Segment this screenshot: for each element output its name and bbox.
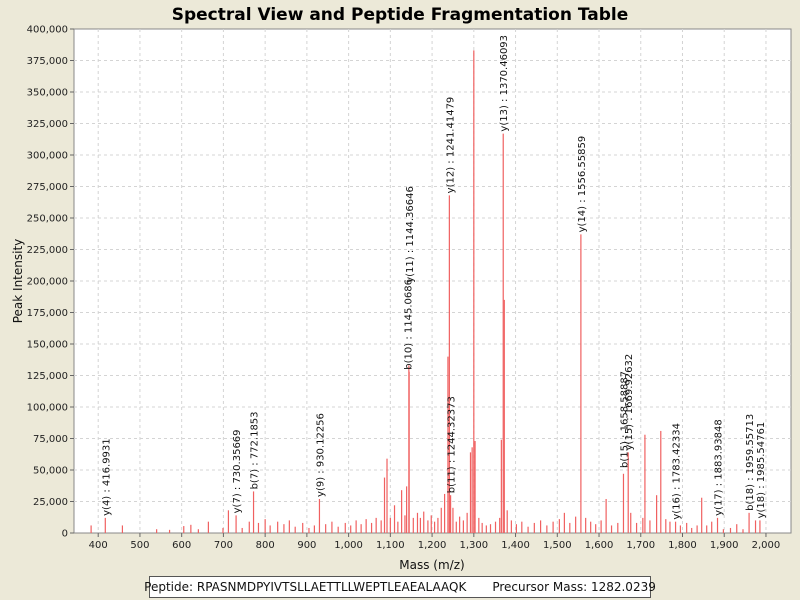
- peak-annotation: b(15) : 1658.58887: [619, 371, 630, 468]
- spectrum-chart: Spectral View and Peptide Fragmentation …: [11, 5, 792, 572]
- peak-annotation: y(15) : 1669.92632: [624, 354, 635, 451]
- peak-annotation: y(17) : 1883.93848: [714, 419, 725, 516]
- precursor-mass: Precursor Mass: 1282.0239: [492, 580, 656, 594]
- axes-layer: 0 25,000 50,000 75,000 100,000 125,000 150,000…: [27, 25, 781, 552]
- peaks-layer: [90, 50, 761, 533]
- x-tick-label: 900: [297, 540, 316, 551]
- y-tick-label: 75,000: [33, 434, 68, 445]
- x-tick-label: 500: [130, 540, 149, 551]
- peak-annotation: y(13) : 1370.46093: [499, 35, 510, 132]
- x-tick-label: 1,000: [334, 540, 363, 551]
- y-tick-label: 375,000: [27, 56, 68, 67]
- y-tick-label: 25,000: [33, 497, 68, 508]
- y-tick-label: 225,000: [27, 245, 68, 256]
- peak-annotation: y(12) : 1241.41479: [445, 97, 456, 194]
- peak-annotation: y(18) : 1985.54761: [756, 422, 767, 519]
- x-tick-label: 700: [214, 540, 233, 551]
- y-tick-label: 100,000: [27, 403, 68, 414]
- x-tick-label: 600: [172, 540, 191, 551]
- y-tick-label: 150,000: [27, 340, 68, 351]
- peptide-info-box: Peptide: RPASNMDPYIVTSLLAETTLLWEPTLEAEAL…: [144, 576, 656, 598]
- y-tick-label: 175,000: [27, 308, 68, 319]
- x-tick-label: 1,800: [668, 540, 697, 551]
- peptide-sequence: Peptide: RPASNMDPYIVTSLLAETTLLWEPTLEAEAL…: [144, 580, 467, 594]
- annotations-layer: y(4) : 416.9931 y(7) : 730.35669 b(7) : 77…: [101, 35, 767, 520]
- x-tick-label: 1,700: [626, 540, 655, 551]
- peak-annotation: y(16) : 1783.42334: [672, 423, 683, 520]
- y-tick-label: 400,000: [27, 25, 68, 36]
- x-tick-label: 1,600: [585, 540, 614, 551]
- y-tick-label: 350,000: [27, 88, 68, 99]
- y-tick-label: 250,000: [27, 214, 68, 225]
- peak-annotation: y(7) : 730.35669: [232, 429, 243, 513]
- x-tick-label: 1,500: [543, 540, 572, 551]
- y-tick-label: 200,000: [27, 277, 68, 288]
- x-tick-label: 1,100: [376, 540, 405, 551]
- peak-annotation: b(11) : 1244.32373: [447, 396, 458, 493]
- x-tick-label: 800: [256, 540, 275, 551]
- peak-annotation: y(14) : 1556.55859: [577, 136, 588, 233]
- x-axis-title: Mass (m/z): [399, 558, 464, 572]
- x-tick-label: 2,000: [752, 540, 781, 551]
- peak-annotation: b(18) : 1959.55713: [745, 414, 756, 511]
- y-tick-label: 125,000: [27, 371, 68, 382]
- peak-annotation: b(7) : 772.1853: [250, 411, 261, 489]
- y-tick-label: 300,000: [27, 151, 68, 162]
- x-tick-label: 400: [89, 540, 108, 551]
- peak-annotation: y(4) : 416.9931: [101, 438, 112, 516]
- chart-title: Spectral View and Peptide Fragmentation …: [172, 5, 629, 25]
- y-tick-label: 50,000: [33, 466, 68, 477]
- y-tick-label: 0: [62, 529, 68, 540]
- x-tick-label: 1,200: [418, 540, 447, 551]
- peak-annotation: y(11) : 1144.36646: [405, 186, 416, 283]
- y-tick-label: 325,000: [27, 119, 68, 130]
- peak-annotation: b(10) : 1145.0686: [403, 279, 414, 370]
- x-tick-label: 1,900: [710, 540, 739, 551]
- y-tick-label: 275,000: [27, 182, 68, 193]
- y-axis-title: Peak Intensity: [11, 239, 25, 324]
- x-tick-label: 1,300: [459, 540, 488, 551]
- peak-annotation: y(9) : 930.12256: [315, 413, 326, 497]
- x-tick-label: 1,400: [501, 540, 530, 551]
